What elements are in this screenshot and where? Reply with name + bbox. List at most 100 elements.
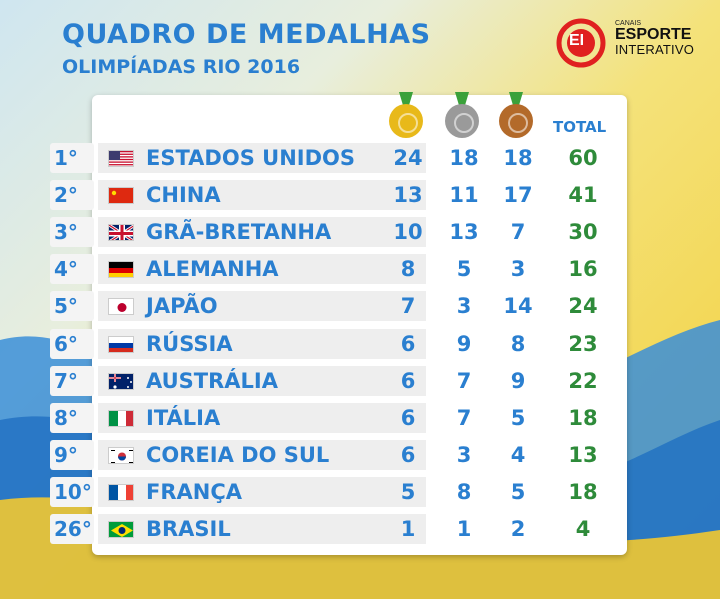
row-band (98, 403, 426, 433)
row-band (98, 254, 426, 284)
bronze-count: 5 (510, 480, 526, 504)
france-flag-icon (108, 484, 134, 501)
bronze-count: 2 (510, 517, 526, 541)
country-name: COREIA DO SUL (146, 443, 330, 467)
table-row: 8° ITÁLIA 6 7 5 18 (50, 403, 610, 433)
gold-count: 24 (393, 146, 423, 170)
bronze-medal-icon (497, 92, 535, 138)
total-count: 16 (568, 257, 598, 281)
silver-count: 13 (449, 220, 479, 244)
gold-count: 6 (400, 369, 416, 393)
rank-cell: 9° (50, 440, 94, 470)
rank-cell: 26° (50, 514, 94, 544)
total-count: 18 (568, 406, 598, 430)
total-count: 13 (568, 443, 598, 467)
country-name: CHINA (146, 183, 221, 207)
logo-interativo-text: INTERATIVO (615, 42, 695, 57)
rank-cell: 2° (50, 180, 94, 210)
total-column-header: TOTAL (553, 118, 607, 136)
page-title: QUADRO DE MEDALHAS (62, 19, 431, 50)
table-row: 10° FRANÇA 5 8 5 18 (50, 477, 610, 507)
gold-count: 5 (400, 480, 416, 504)
total-count: 4 (575, 517, 591, 541)
silver-count: 7 (456, 406, 472, 430)
uk-flag-icon (108, 224, 134, 241)
country-name: ESTADOS UNIDOS (146, 146, 355, 170)
gold-count: 6 (400, 332, 416, 356)
row-band (98, 440, 426, 470)
country-name: ITÁLIA (146, 406, 221, 430)
table-row: 1° ESTADOS UNIDOS 24 18 18 60 (50, 143, 610, 173)
page-subtitle: OLIMPÍADAS RIO 2016 (62, 56, 301, 78)
logo-esporte-text: ESPORTE (615, 26, 692, 43)
row-band (98, 143, 426, 173)
table-row: 6° RÚSSIA 6 9 8 23 (50, 329, 610, 359)
total-count: 60 (568, 146, 598, 170)
logo-canais-text: CANAIS (615, 20, 642, 27)
row-band (98, 180, 426, 210)
header: QUADRO DE MEDALHAS OLIMPÍADAS RIO 2016 (62, 18, 431, 80)
japan-flag-icon (108, 298, 134, 315)
australia-flag-icon (108, 373, 134, 390)
bronze-count: 7 (510, 220, 526, 244)
bronze-count: 8 (510, 332, 526, 356)
total-count: 24 (568, 294, 598, 318)
table-row: 4° ALEMANHA 8 5 3 16 (50, 254, 610, 284)
row-band (98, 291, 426, 321)
rank-cell: 4° (50, 254, 94, 284)
rank-cell: 8° (50, 403, 94, 433)
row-band (98, 366, 426, 396)
country-name: AUSTRÁLIA (146, 369, 278, 393)
row-band (98, 514, 426, 544)
country-name: GRÃ-BRETANHA (146, 220, 332, 244)
country-name: FRANÇA (146, 480, 243, 504)
gold-count: 7 (400, 294, 416, 318)
italy-flag-icon (108, 410, 134, 427)
gold-count: 6 (400, 443, 416, 467)
row-band (98, 217, 426, 247)
silver-count: 5 (456, 257, 472, 281)
table-row: 2° CHINA 13 11 17 41 (50, 180, 610, 210)
brazil-flag-icon (108, 521, 134, 538)
bronze-count: 9 (510, 369, 526, 393)
gold-count: 13 (393, 183, 423, 207)
usa-flag-icon (108, 150, 134, 167)
country-name: JAPÃO (146, 294, 218, 318)
rank-cell: 6° (50, 329, 94, 359)
country-name: RÚSSIA (146, 332, 233, 356)
rank-cell: 7° (50, 366, 94, 396)
total-count: 30 (568, 220, 598, 244)
gold-count: 6 (400, 406, 416, 430)
silver-count: 1 (456, 517, 472, 541)
total-count: 23 (568, 332, 598, 356)
table-row: 3° GRÃ-BRETANHA 10 13 7 30 (50, 217, 610, 247)
gold-count: 10 (393, 220, 423, 244)
silver-count: 8 (456, 480, 472, 504)
bronze-count: 14 (503, 294, 533, 318)
bronze-count: 4 (510, 443, 526, 467)
rank-cell: 1° (50, 143, 94, 173)
silver-count: 7 (456, 369, 472, 393)
row-band (98, 329, 426, 359)
rank-cell: 10° (50, 477, 94, 507)
total-count: 22 (568, 369, 598, 393)
silver-count: 3 (456, 294, 472, 318)
rank-cell: 3° (50, 217, 94, 247)
silver-count: 3 (456, 443, 472, 467)
south-korea-flag-icon (108, 447, 134, 464)
gold-count: 8 (400, 257, 416, 281)
table-row: 9° COREIA DO SUL 6 3 4 13 (50, 440, 610, 470)
country-name: ALEMANHA (146, 257, 279, 281)
gold-count: 1 (400, 517, 416, 541)
ei-logo-mark-icon (556, 18, 606, 68)
total-count: 18 (568, 480, 598, 504)
silver-count: 18 (449, 146, 479, 170)
table-row: 7° AUSTRÁLIA 6 7 9 22 (50, 366, 610, 396)
silver-count: 9 (456, 332, 472, 356)
silver-medal-icon (443, 92, 481, 138)
total-count: 41 (568, 183, 598, 207)
ei-logo-mark-text: EI (569, 32, 585, 49)
country-name: BRASIL (146, 517, 231, 541)
gold-medal-icon (387, 92, 425, 138)
esporte-interativo-logo: EI CANAIS ESPORTE INTERATIVO (555, 18, 715, 68)
